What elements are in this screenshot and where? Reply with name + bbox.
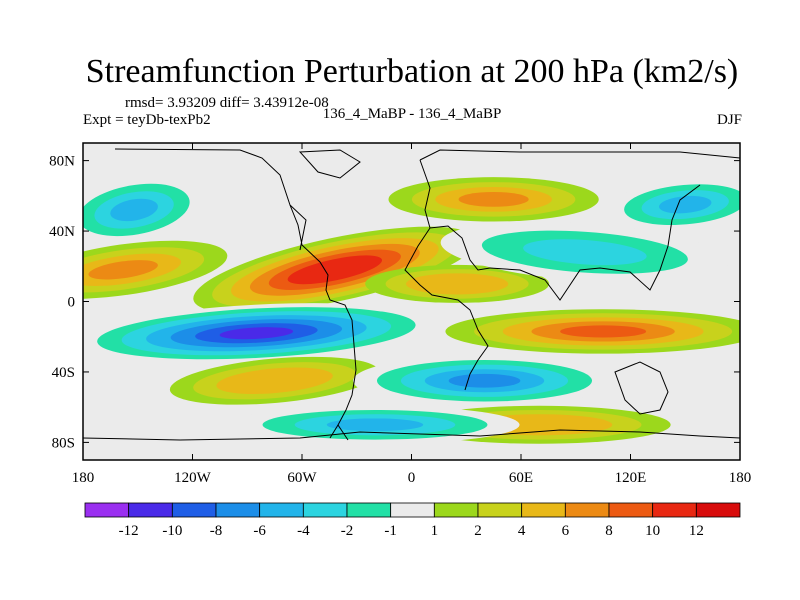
y-tick-label: 40S bbox=[52, 365, 75, 381]
contour-level bbox=[458, 191, 529, 207]
colorbar-swatch bbox=[433, 502, 479, 518]
coastline-africa bbox=[404, 227, 489, 391]
y-tick-label: 80N bbox=[49, 154, 75, 170]
y-tick-label: 40N bbox=[49, 224, 75, 240]
contour-level bbox=[523, 239, 647, 266]
coastline-americas bbox=[114, 148, 357, 441]
coastline-asia-south bbox=[489, 184, 701, 301]
colorbar-swatch bbox=[695, 502, 741, 518]
colorbar-swatch bbox=[259, 502, 304, 518]
contour-level bbox=[659, 195, 712, 214]
contour-feature bbox=[440, 221, 730, 283]
colorbar-swatch bbox=[608, 502, 654, 518]
colorbar-swatch bbox=[84, 502, 130, 518]
contour-feature bbox=[230, 405, 520, 444]
season-label: DJF bbox=[717, 112, 742, 128]
coastlines bbox=[83, 148, 740, 441]
y-tick-label: 0 bbox=[68, 295, 76, 311]
x-axis-labels: 180 120W 60W 0 60E 120E 180 bbox=[72, 470, 752, 486]
contour-level bbox=[326, 418, 424, 432]
y-tick-label: 80S bbox=[52, 435, 75, 451]
contour-feature bbox=[445, 309, 740, 354]
chart-title: Streamfunction Perturbation at 200 hPa (… bbox=[86, 53, 739, 90]
colorbar-label: 4 bbox=[518, 523, 526, 539]
colorbar bbox=[84, 502, 741, 518]
colorbar-swatch bbox=[390, 502, 435, 518]
colorbar-swatch bbox=[521, 502, 566, 518]
colorbar-label: 8 bbox=[605, 523, 613, 539]
contour-feature bbox=[193, 226, 477, 313]
x-tick-label: 120W bbox=[174, 470, 212, 486]
contour-feature bbox=[83, 303, 441, 364]
coastline-antarctica bbox=[83, 429, 740, 441]
x-tick-label: 0 bbox=[408, 470, 416, 486]
colorbar-label: 10 bbox=[645, 523, 660, 539]
colorbar-swatch bbox=[128, 502, 173, 518]
experiment-label: Expt = teyDb-texPb2 bbox=[83, 112, 211, 128]
colorbar-swatch bbox=[346, 502, 392, 518]
contour-feature bbox=[388, 177, 599, 222]
contour-level bbox=[306, 261, 364, 279]
colorbar-label: 6 bbox=[562, 523, 570, 539]
coastline-americas-east bbox=[289, 204, 307, 251]
coastline-greenland bbox=[298, 149, 361, 179]
colorbar-label: -6 bbox=[253, 523, 266, 539]
colorbar-label: -4 bbox=[297, 523, 310, 539]
colorbar-label: -1 bbox=[384, 523, 397, 539]
colorbar-labels: -12 -10 -8 -6 -4 -2 -1 1 2 4 6 8 10 12 bbox=[119, 523, 704, 539]
coastline-eurasia bbox=[419, 149, 740, 161]
coastline-australia bbox=[614, 361, 669, 415]
x-tick-label: 60W bbox=[287, 470, 317, 486]
contour-feature bbox=[353, 355, 616, 407]
contour-feature bbox=[169, 356, 380, 405]
stats-line: rmsd= 3.93209 diff= 3.43912e-08 bbox=[125, 95, 329, 111]
contour-level bbox=[426, 277, 488, 291]
contour-level bbox=[560, 325, 647, 338]
colorbar-swatch bbox=[302, 502, 348, 518]
contour-field bbox=[83, 176, 740, 444]
colorbar-label: -2 bbox=[341, 523, 354, 539]
colorbar-label: 12 bbox=[689, 523, 704, 539]
coastline-antarctic-peninsula bbox=[329, 424, 339, 439]
contour-level bbox=[448, 373, 521, 388]
contour-level bbox=[88, 260, 158, 280]
contour-feature bbox=[606, 178, 740, 231]
colorbar-swatch bbox=[171, 502, 217, 518]
contour-level bbox=[219, 327, 294, 340]
contour-level bbox=[110, 198, 158, 222]
colorbar-swatch bbox=[652, 502, 697, 518]
x-tick-label: 180 bbox=[72, 470, 95, 486]
contour-feature bbox=[83, 240, 228, 299]
y-axis-labels: 80N 40N 0 40S 80S bbox=[49, 154, 75, 452]
x-tick-label: 60E bbox=[509, 470, 533, 486]
colorbar-label: 1 bbox=[431, 523, 439, 539]
colorbar-swatch bbox=[477, 502, 523, 518]
colorbar-label: 2 bbox=[474, 523, 482, 539]
contour-feature bbox=[83, 176, 206, 244]
axis-ticks bbox=[82, 143, 741, 460]
x-tick-label: 180 bbox=[729, 470, 752, 486]
colorbar-label: -8 bbox=[210, 523, 223, 539]
colorbar-label: -12 bbox=[119, 523, 139, 539]
contour-level bbox=[239, 372, 310, 389]
contour-feature bbox=[365, 264, 550, 303]
x-tick-label: 120E bbox=[615, 470, 647, 486]
coastline-europe bbox=[419, 159, 491, 271]
colorbar-swatch bbox=[564, 502, 610, 518]
comparison-label: 136_4_MaBP - 136_4_MaBP bbox=[323, 106, 502, 122]
colorbar-swatch bbox=[215, 502, 261, 518]
colorbar-label: -10 bbox=[162, 523, 182, 539]
